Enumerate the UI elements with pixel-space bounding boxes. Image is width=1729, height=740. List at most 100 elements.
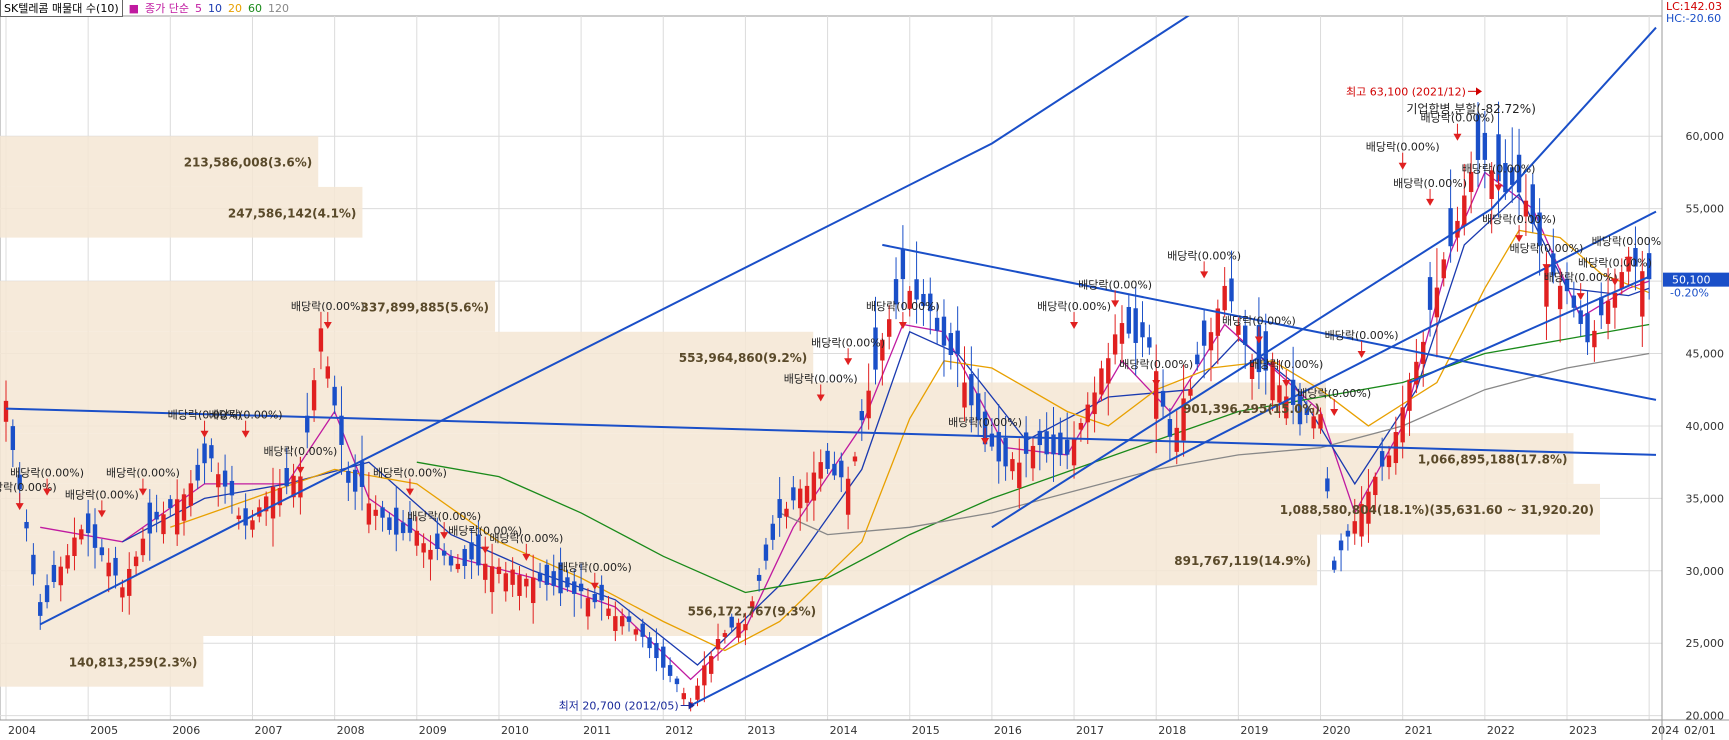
candle-body (1496, 134, 1501, 182)
candle-body (1003, 437, 1008, 467)
candle-body (106, 562, 111, 577)
candle-body (729, 616, 734, 628)
candle-body (51, 564, 57, 583)
candle-body (551, 571, 556, 587)
dividend-label: 배당락(0.00%) (65, 488, 139, 501)
ma-label: 종가 단순 (145, 2, 189, 15)
trend-line (991, 26, 1657, 529)
dividend-arrow-icon (1330, 408, 1339, 416)
candle-body (996, 432, 1001, 462)
candle-body (250, 520, 255, 530)
candle-body (428, 549, 433, 560)
candle-body (510, 569, 515, 585)
candle-body (1482, 132, 1488, 160)
x-tick-label: 2010 (501, 724, 529, 737)
candle-body (483, 563, 488, 580)
last-change-label: -0.20% (1670, 287, 1709, 300)
candle-body (914, 279, 919, 300)
ma-120-label: 120 (268, 1, 289, 15)
candle-body (859, 411, 864, 421)
candle-body (373, 509, 378, 516)
candle-body (3, 400, 9, 422)
volume-profile-bar (0, 331, 814, 383)
candle-body (65, 555, 70, 569)
dividend-label: 배당락(0.00%) (168, 409, 242, 422)
ma-5-label: 5 (195, 1, 202, 15)
x-tick-label: 2020 (1323, 724, 1351, 737)
candle-body (1215, 308, 1221, 336)
trend-line (5, 407, 1657, 456)
candle-body (681, 693, 686, 700)
x-tick-label: 2021 (1405, 724, 1433, 737)
ma-120-line (779, 352, 1650, 536)
chart-legend: SK텔레콤 매물대 수(10) ■ 종가 단순 5 10 20 60 120 (0, 0, 295, 17)
dividend-label: 배당락(0.00%) (948, 416, 1022, 429)
dividend-label: 배당락(0.00%) (407, 510, 481, 523)
dividend-label: 배당락(0.00%) (373, 467, 447, 480)
volume-profile-label: 140,813,259(2.3%) (69, 655, 198, 669)
candle-body (414, 530, 419, 546)
candle-body (435, 533, 440, 550)
trend-line (1409, 275, 1650, 384)
candle-body (524, 578, 529, 587)
x-tick-label: 2017 (1076, 724, 1104, 737)
candle-body (1366, 491, 1371, 524)
candle-body (120, 587, 125, 598)
annotations: 213,586,008(3.6%) 247,586,142(4.1%) 337,89… (69, 85, 1594, 712)
candle-body (934, 317, 940, 331)
chart-title[interactable]: SK텔레콤 매물대 수(10) (0, 0, 123, 17)
candle-body (359, 461, 365, 487)
candle-body (1297, 395, 1303, 425)
dividend-arrow-icon (440, 532, 449, 540)
volume-profile-bar (0, 534, 1318, 586)
last-price-marker (1663, 272, 1729, 287)
last-price-label: 50,100 (1672, 274, 1711, 287)
candle-body (346, 470, 351, 483)
volume-profile (0, 136, 1600, 687)
candle-body (756, 574, 762, 581)
candle-body (1578, 310, 1583, 324)
dividend-label: 배당락(0.00%) (811, 336, 885, 349)
volume-profile-label: 901,396,295(15.0%) (1183, 402, 1320, 416)
x-tick-label: 2024 (1651, 724, 1679, 737)
x-tick-label: 2013 (747, 724, 775, 737)
candle-body (1030, 445, 1036, 469)
candle-body (181, 494, 187, 521)
dividend-label: 배당락(0.00%) (1510, 242, 1584, 255)
candle-body (1078, 423, 1084, 430)
candle-body (394, 507, 399, 535)
dividend-label: 배당락(0.00%) (784, 372, 858, 385)
y-tick-label: 35,000 (1686, 492, 1725, 505)
candle-body (1243, 325, 1248, 345)
candle-body (1236, 325, 1241, 335)
candle-body (154, 511, 159, 520)
candle-body (517, 575, 522, 596)
x-tick-label: 2022 (1487, 724, 1515, 737)
dividend-label: 배당락(0.00%) (1578, 257, 1652, 270)
candle-body (1516, 154, 1522, 193)
volume-profile-bar (0, 186, 363, 238)
x-tick-label: 2007 (254, 724, 282, 737)
candle-body (955, 330, 960, 355)
candle-body (1181, 398, 1186, 441)
dividend-label: 배당락(0.00%) (1592, 235, 1666, 248)
candle-body (1386, 455, 1392, 468)
dividend-arrow-icon (981, 437, 990, 445)
candle-body (44, 585, 50, 603)
dividend-label: 배당락(0.00%) (10, 467, 84, 480)
candle-body (1455, 220, 1460, 238)
dividend-label: 배당락(0.00%) (1482, 213, 1556, 226)
candle-body (216, 474, 221, 488)
event-label: 기업합병,분할(-82.72%) (1406, 102, 1536, 116)
candle-body (558, 562, 563, 594)
candle-body (469, 542, 474, 560)
dividend-arrow-icon (481, 546, 490, 554)
candle-body (489, 566, 495, 593)
volume-profile-label: 337,899,885(5.6%) (361, 300, 490, 314)
candle-body (1140, 322, 1145, 338)
x-tick-label: 2014 (830, 724, 858, 737)
candle-body (332, 386, 337, 406)
